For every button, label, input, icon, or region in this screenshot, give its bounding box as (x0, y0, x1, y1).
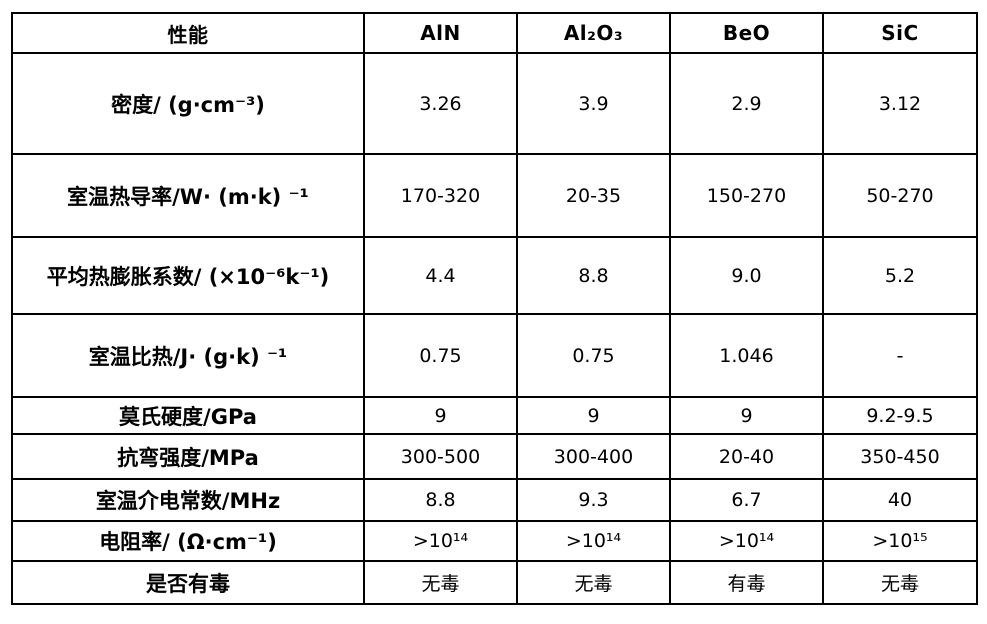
value-cell: 6.7 (669, 478, 824, 522)
table-row-dielectric-constant: 室温介电常数/MHz 8.8 9.3 6.7 40 (11, 478, 978, 522)
value-cell: 40 (822, 478, 978, 522)
value-cell: 20-40 (669, 433, 824, 480)
value-cell: - (822, 313, 978, 398)
table-row-thermal-conductivity: 室温热导率/W· (m·k) ⁻¹ 170-320 20-35 150-270 … (11, 153, 978, 238)
row-label: 抗弯强度/MPa (11, 433, 365, 480)
value-cell: 无毒 (516, 560, 671, 605)
value-cell: 3.9 (516, 52, 671, 155)
header-cell-property: 性能 (11, 12, 365, 54)
row-label: 室温介电常数/MHz (11, 478, 365, 522)
value-cell: 20-35 (516, 153, 671, 238)
value-cell: 无毒 (363, 560, 518, 605)
value-cell: 9.0 (669, 236, 824, 315)
table-row-thermal-expansion: 平均热膨胀系数/ (×10⁻⁶k⁻¹) 4.4 8.8 9.0 5.2 (11, 236, 978, 315)
value-cell: 有毒 (669, 560, 824, 605)
value-cell: >10¹⁵ (822, 520, 978, 562)
table-row-resistivity: 电阻率/ (Ω·cm⁻¹) >10¹⁴ >10¹⁴ >10¹⁴ >10¹⁵ (11, 520, 978, 562)
header-row: 性能 AlN Al₂O₃ BeO SiC (11, 12, 978, 54)
value-cell: 9 (363, 396, 518, 435)
table-row-toxicity: 是否有毒 无毒 无毒 有毒 无毒 (11, 560, 978, 605)
row-label: 是否有毒 (11, 560, 365, 605)
value-cell: 1.046 (669, 313, 824, 398)
table-row-mohs-hardness: 莫氏硬度/GPa 9 9 9 9.2-9.5 (11, 396, 978, 435)
value-cell: 5.2 (822, 236, 978, 315)
row-label: 莫氏硬度/GPa (11, 396, 365, 435)
row-label: 室温热导率/W· (m·k) ⁻¹ (11, 153, 365, 238)
table-row-bending-strength: 抗弯强度/MPa 300-500 300-400 20-40 350-450 (11, 433, 978, 480)
value-cell: 9 (516, 396, 671, 435)
value-cell: 300-400 (516, 433, 671, 480)
value-cell: 无毒 (822, 560, 978, 605)
value-cell: 170-320 (363, 153, 518, 238)
value-cell: 9 (669, 396, 824, 435)
value-cell: 2.9 (669, 52, 824, 155)
header-cell-aln: AlN (363, 12, 518, 54)
value-cell: 8.8 (363, 478, 518, 522)
header-cell-beo: BeO (669, 12, 824, 54)
value-cell: 4.4 (363, 236, 518, 315)
value-cell: >10¹⁴ (669, 520, 824, 562)
row-label: 室温比热/J· (g·k) ⁻¹ (11, 313, 365, 398)
value-cell: 0.75 (363, 313, 518, 398)
material-properties-table: 性能 AlN Al₂O₃ BeO SiC 密度/ (g·cm⁻³) 3.26 3… (11, 12, 978, 605)
value-cell: 150-270 (669, 153, 824, 238)
header-cell-al2o3: Al₂O₃ (516, 12, 671, 54)
value-cell: 3.12 (822, 52, 978, 155)
row-label: 平均热膨胀系数/ (×10⁻⁶k⁻¹) (11, 236, 365, 315)
value-cell: 50-270 (822, 153, 978, 238)
value-cell: >10¹⁴ (516, 520, 671, 562)
value-cell: 3.26 (363, 52, 518, 155)
value-cell: 9.2-9.5 (822, 396, 978, 435)
row-label: 电阻率/ (Ω·cm⁻¹) (11, 520, 365, 562)
value-cell: 0.75 (516, 313, 671, 398)
row-label: 密度/ (g·cm⁻³) (11, 52, 365, 155)
header-cell-sic: SiC (822, 12, 978, 54)
table-row-specific-heat: 室温比热/J· (g·k) ⁻¹ 0.75 0.75 1.046 - (11, 313, 978, 398)
table-row-density: 密度/ (g·cm⁻³) 3.26 3.9 2.9 3.12 (11, 52, 978, 155)
value-cell: 8.8 (516, 236, 671, 315)
value-cell: 350-450 (822, 433, 978, 480)
value-cell: 9.3 (516, 478, 671, 522)
value-cell: >10¹⁴ (363, 520, 518, 562)
value-cell: 300-500 (363, 433, 518, 480)
